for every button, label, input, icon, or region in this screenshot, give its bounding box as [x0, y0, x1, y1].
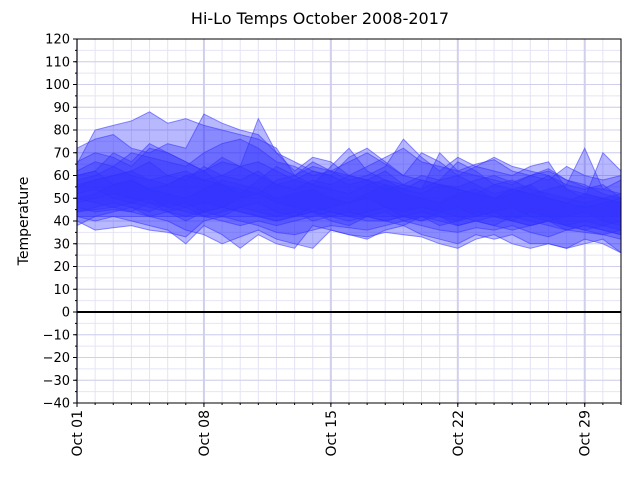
y-tick-label: 60: [53, 169, 70, 184]
y-tick-label: 70: [53, 146, 70, 161]
chart-title: Hi-Lo Temps October 2008-2017: [191, 9, 449, 28]
y-tick-label: 120: [45, 33, 70, 48]
y-tick-label: 10: [53, 283, 70, 298]
y-tick-label: 40: [53, 215, 70, 230]
y-tick-label: −20: [43, 351, 70, 366]
x-tick-label: Oct 08: [197, 410, 213, 456]
y-tick-label: 100: [45, 78, 70, 93]
hi-lo-bands: [76, 111, 622, 254]
y-tick-label: 80: [53, 124, 70, 139]
y-tick-label: 0: [62, 306, 70, 321]
y-tick-label: 110: [45, 55, 70, 70]
x-tick-label: Oct 01: [70, 410, 86, 456]
x-tick-label: Oct 15: [324, 410, 340, 456]
y-tick-label: 90: [53, 101, 70, 116]
y-tick-label: 30: [53, 237, 70, 252]
y-axis-ticks: −40 −30 −20 −10 0 10 20 30 40 50 60 70 80 90 100 110 120: [43, 33, 77, 412]
y-tick-label: −40: [43, 397, 70, 412]
y-tick-label: −30: [43, 374, 70, 389]
y-tick-label: 20: [53, 260, 70, 275]
x-tick-label: Oct 29: [578, 410, 594, 456]
x-tick-label: Oct 22: [451, 410, 467, 456]
y-axis-label: Temperature: [16, 177, 32, 267]
y-tick-label: 50: [53, 192, 70, 207]
x-axis-ticks: Oct 01 Oct 08 Oct 15 Oct 22 Oct 29: [70, 403, 622, 456]
y-tick-label: −10: [43, 328, 70, 343]
